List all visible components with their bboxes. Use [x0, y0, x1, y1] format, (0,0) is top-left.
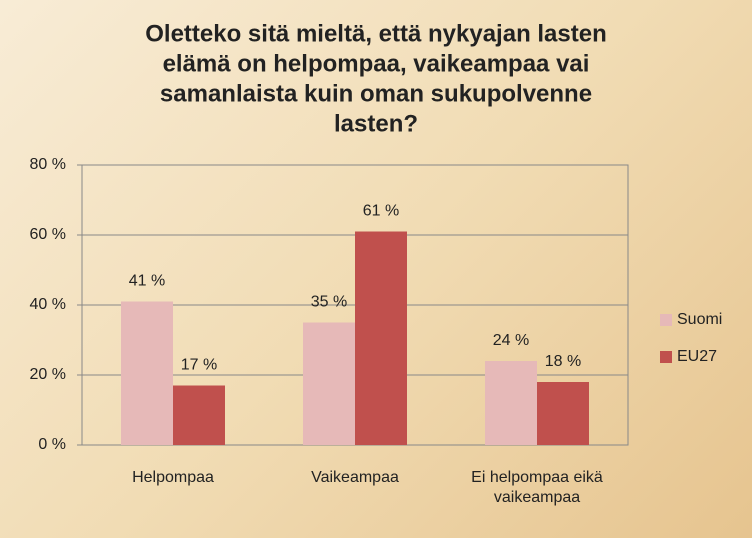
y-tick-label: 60 % [30, 226, 66, 243]
legend-label: EU27 [677, 348, 717, 365]
legend-swatch [660, 314, 672, 326]
data-label: 61 % [363, 203, 399, 220]
bar [121, 301, 173, 445]
bar [355, 231, 407, 445]
data-label: 17 % [181, 357, 217, 374]
chart-title: Oletteko sitä mieltä, että nykyajan last… [145, 20, 607, 47]
legend-label: Suomi [677, 311, 722, 328]
data-label: 41 % [129, 273, 165, 290]
bar [485, 361, 537, 445]
y-tick-label: 20 % [30, 366, 66, 383]
y-tick-label: 40 % [30, 296, 66, 313]
data-label: 24 % [493, 332, 529, 349]
bar [303, 322, 355, 445]
y-tick-label: 80 % [30, 156, 66, 173]
x-tick-label: Ei helpompaa eikä vaikeampaa [471, 469, 603, 506]
legend-swatch [660, 351, 672, 363]
bar [173, 385, 225, 445]
chart-title: samanlaista kuin oman sukupolvenne [160, 80, 592, 107]
x-tick-label: Vaikeampaa [311, 469, 399, 486]
data-label: 35 % [311, 294, 347, 311]
bar [537, 382, 589, 445]
y-tick-label: 0 % [38, 436, 66, 453]
data-label: 18 % [545, 353, 581, 370]
chart-title: lasten? [334, 110, 418, 137]
chart-title: elämä on helpompaa, vaikeampaa vai [163, 50, 590, 77]
x-tick-label: Helpompaa [132, 469, 214, 486]
